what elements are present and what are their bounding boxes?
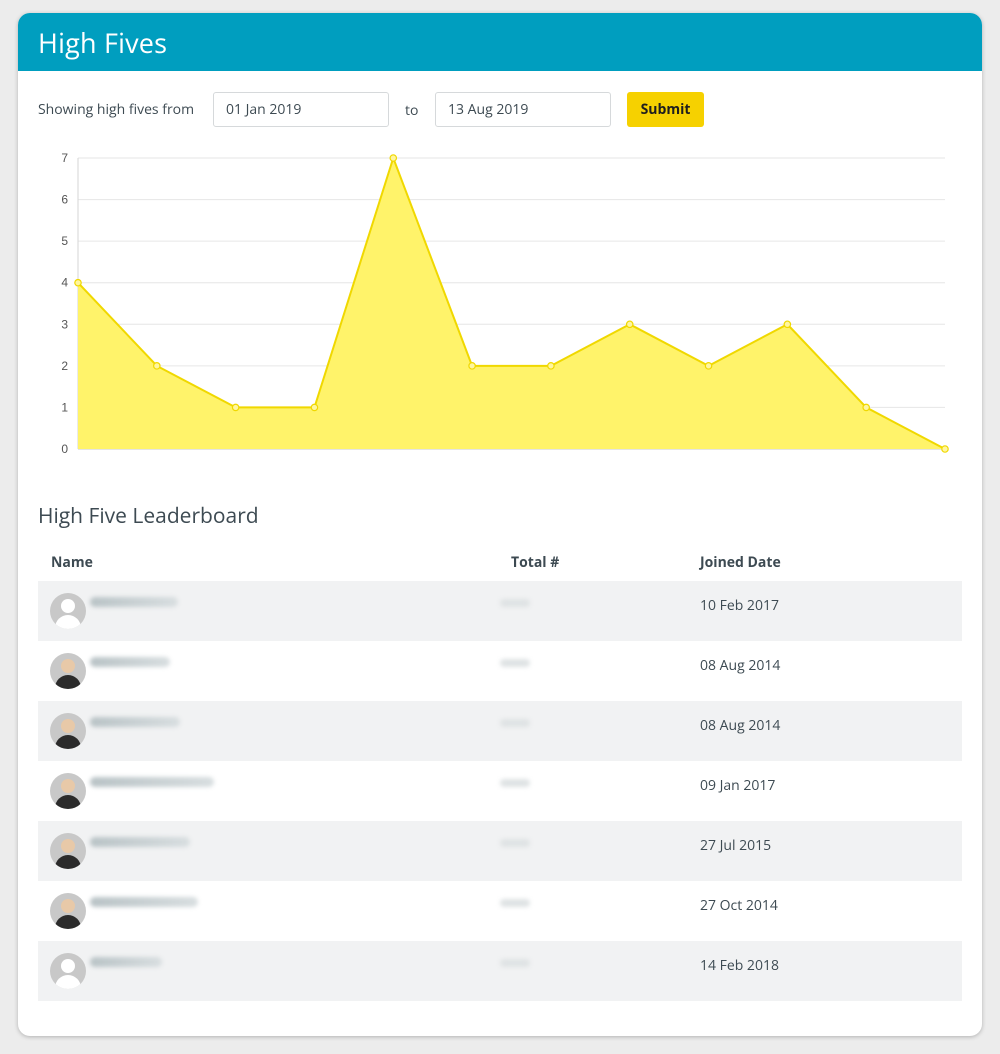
high-fives-card: High Fives Showing high fives from to Su… (18, 13, 982, 1036)
table-row[interactable]: 10 Feb 2017 (38, 581, 962, 641)
avatar-body-shape (55, 615, 81, 629)
y-tick-label: 1 (61, 400, 68, 414)
leaderboard-title: High Five Leaderboard (38, 502, 259, 530)
date-filter: Showing high fives from to Submit (38, 92, 704, 127)
data-point (153, 362, 161, 370)
avatar-head-shape (61, 599, 75, 613)
joined-date: 08 Aug 2014 (700, 716, 781, 735)
page-title: High Fives (38, 23, 168, 61)
avatar-head-shape (61, 899, 75, 913)
y-tick-label: 3 (61, 317, 68, 331)
redacted-total (500, 839, 530, 847)
y-tick-label: 0 (61, 442, 68, 456)
table-row[interactable]: 14 Feb 2018 (38, 941, 962, 1001)
redacted-total (500, 659, 530, 667)
column-header-joined: Joined Date (700, 552, 781, 572)
y-tick-label: 5 (61, 234, 68, 248)
data-point (625, 320, 634, 329)
redacted-total (500, 719, 530, 727)
table-row[interactable]: 09 Jan 2017 (38, 761, 962, 821)
series-area (78, 158, 945, 449)
redacted-name (90, 957, 162, 967)
y-tick-label: 2 (61, 359, 68, 373)
joined-date: 14 Feb 2018 (700, 956, 779, 975)
avatar-body-shape (55, 735, 81, 749)
data-point (547, 362, 555, 370)
filter-label: Showing high fives from (38, 100, 195, 119)
avatar (50, 713, 86, 749)
redacted-name (90, 837, 190, 847)
redacted-name (90, 777, 214, 787)
column-header-name: Name (51, 552, 93, 572)
data-point (862, 403, 870, 412)
avatar-head-shape (61, 959, 75, 973)
redacted-name (90, 657, 170, 667)
redacted-total (500, 899, 530, 907)
data-point (74, 278, 82, 287)
avatar-head-shape (61, 779, 75, 793)
table-row[interactable]: 08 Aug 2014 (38, 701, 962, 761)
data-point (310, 403, 319, 412)
redacted-total (500, 779, 530, 787)
avatar-body-shape (55, 975, 81, 989)
submit-button[interactable]: Submit (627, 92, 704, 127)
joined-date: 10 Feb 2017 (700, 596, 779, 615)
joined-date: 09 Jan 2017 (700, 776, 776, 795)
avatar (50, 893, 86, 929)
avatar-head-shape (61, 659, 75, 673)
redacted-total (500, 599, 530, 607)
data-point (783, 320, 792, 329)
joined-date: 27 Oct 2014 (700, 896, 778, 915)
data-point (941, 445, 949, 453)
avatar (50, 593, 86, 629)
leaderboard-table: Name Total # Joined Date 10 Feb 2017 08 A… (38, 543, 962, 1001)
table-body: 10 Feb 2017 08 Aug 2014 08 Aug 2014 09 Jan … (38, 581, 962, 1001)
table-row[interactable]: 27 Jul 2015 (38, 821, 962, 881)
avatar (50, 953, 86, 989)
y-tick-label: 7 (61, 151, 68, 165)
redacted-total (500, 959, 530, 967)
data-point (389, 154, 398, 162)
redacted-name (90, 717, 180, 727)
card-header: High Fives (18, 13, 982, 71)
avatar (50, 653, 86, 689)
avatar (50, 773, 86, 809)
avatar-body-shape (55, 795, 81, 809)
column-header-total: Total # (511, 552, 560, 572)
to-label: to (405, 101, 419, 120)
y-tick-label: 4 (61, 276, 68, 290)
y-tick-label: 6 (61, 193, 68, 207)
avatar (50, 833, 86, 869)
table-header: Name Total # Joined Date (38, 543, 962, 581)
to-date-input[interactable] (435, 92, 611, 127)
avatar-body-shape (55, 855, 81, 869)
redacted-name (90, 897, 198, 907)
from-date-input[interactable] (213, 92, 389, 127)
avatar-body-shape (55, 915, 81, 929)
series-line (77, 154, 946, 450)
table-row[interactable]: 08 Aug 2014 (38, 641, 962, 701)
avatar-head-shape (61, 839, 75, 853)
data-point (231, 403, 240, 412)
avatar-head-shape (61, 719, 75, 733)
redacted-name (90, 597, 178, 607)
high-fives-chart: 0 1 2 3 4 5 6 7 (61, 151, 949, 456)
data-point (468, 362, 476, 370)
joined-date: 08 Aug 2014 (700, 656, 781, 675)
data-point (704, 362, 713, 370)
joined-date: 27 Jul 2015 (700, 836, 772, 855)
avatar-body-shape (55, 675, 81, 689)
table-row[interactable]: 27 Oct 2014 (38, 881, 962, 941)
